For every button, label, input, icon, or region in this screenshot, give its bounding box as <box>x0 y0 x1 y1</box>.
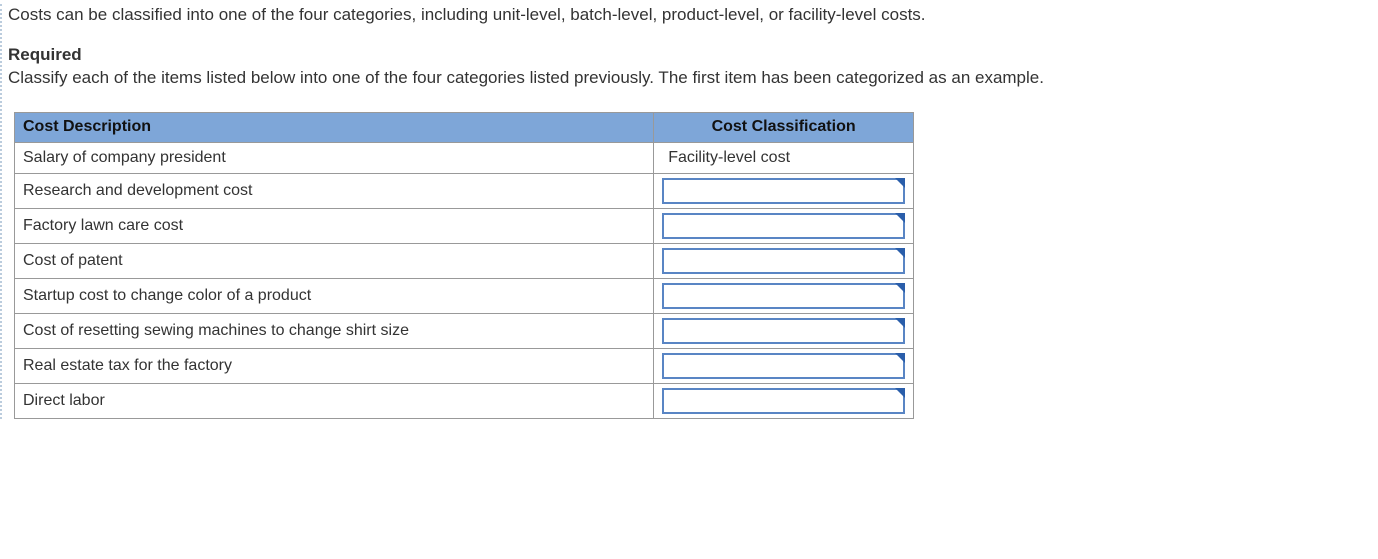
cost-description-cell: Direct labor <box>15 383 654 418</box>
classification-cell <box>654 208 914 243</box>
classification-value: Facility-level cost <box>662 147 905 169</box>
table-row: Salary of company president Facility-leve… <box>15 142 914 173</box>
required-label: Required <box>8 45 1372 65</box>
chevron-down-icon <box>895 178 905 188</box>
chevron-down-icon <box>895 248 905 258</box>
table-row: Factory lawn care cost <box>15 208 914 243</box>
classification-dropdown[interactable] <box>662 213 905 239</box>
classification-dropdown[interactable] <box>662 388 905 414</box>
classification-cell <box>654 383 914 418</box>
chevron-down-icon <box>895 283 905 293</box>
table-row: Cost of patent <box>15 243 914 278</box>
cost-description-cell: Factory lawn care cost <box>15 208 654 243</box>
cost-description-cell: Cost of resetting sewing machines to cha… <box>15 313 654 348</box>
classification-cell: Facility-level cost <box>654 142 914 173</box>
cost-description-cell: Real estate tax for the factory <box>15 348 654 383</box>
classification-cell <box>654 243 914 278</box>
col-header-classification: Cost Classification <box>654 112 914 142</box>
intro-text: Costs can be classified into one of the … <box>8 4 1372 27</box>
cost-description-cell: Cost of patent <box>15 243 654 278</box>
classification-cell <box>654 348 914 383</box>
cost-classification-table: Cost Description Cost Classification Sal… <box>14 112 914 419</box>
classification-cell <box>654 313 914 348</box>
cost-description-cell: Salary of company president <box>15 142 654 173</box>
chevron-down-icon <box>895 318 905 328</box>
chevron-down-icon <box>895 213 905 223</box>
chevron-down-icon <box>895 388 905 398</box>
classification-dropdown[interactable] <box>662 248 905 274</box>
classification-dropdown[interactable] <box>662 283 905 309</box>
required-text: Classify each of the items listed below … <box>8 67 1372 90</box>
table-row: Real estate tax for the factory <box>15 348 914 383</box>
classification-cell <box>654 278 914 313</box>
classification-dropdown[interactable] <box>662 178 905 204</box>
chevron-down-icon <box>895 353 905 363</box>
table-row: Research and development cost <box>15 173 914 208</box>
cost-description-cell: Research and development cost <box>15 173 654 208</box>
cost-description-cell: Startup cost to change color of a produc… <box>15 278 654 313</box>
classification-dropdown[interactable] <box>662 318 905 344</box>
table-row: Direct labor <box>15 383 914 418</box>
table-row: Startup cost to change color of a produc… <box>15 278 914 313</box>
classification-cell <box>654 173 914 208</box>
table-row: Cost of resetting sewing machines to cha… <box>15 313 914 348</box>
classification-dropdown[interactable] <box>662 353 905 379</box>
col-header-description: Cost Description <box>15 112 654 142</box>
